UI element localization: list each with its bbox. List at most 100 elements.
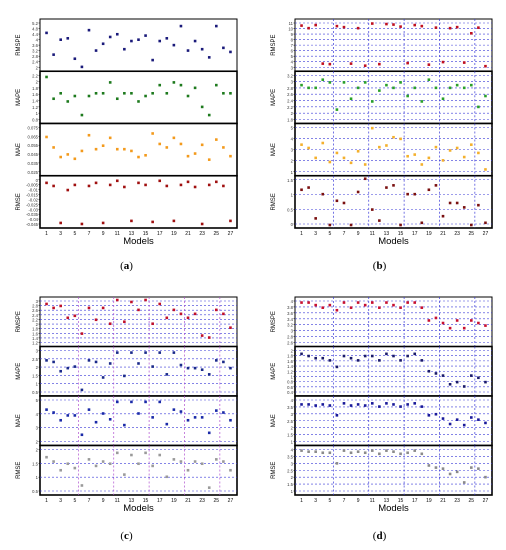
data-point: [477, 467, 480, 470]
caption-c: (c): [120, 530, 133, 542]
y-tick-label: 1: [36, 382, 39, 387]
data-point: [222, 460, 225, 463]
x-tick-label: 7: [88, 498, 91, 504]
data-point: [80, 222, 84, 226]
data-point: [314, 86, 317, 90]
data-point: [420, 405, 424, 408]
data-point: [186, 316, 190, 320]
y-tick-label: 4: [291, 448, 294, 453]
data-point: [172, 136, 176, 140]
data-point: [378, 62, 381, 66]
data-point: [101, 91, 105, 95]
y-tick-label: 0.045: [28, 152, 39, 157]
data-point: [80, 484, 84, 487]
data-point: [200, 416, 204, 419]
y-tick-label: 0.8: [32, 118, 38, 123]
data-point: [378, 359, 381, 362]
data-point: [200, 368, 204, 371]
data-point: [448, 472, 452, 476]
x-tick-label: 17: [157, 231, 163, 237]
data-point: [462, 423, 466, 427]
data-point: [158, 453, 162, 457]
data-point: [363, 64, 367, 67]
data-point: [66, 414, 70, 417]
data-point: [484, 421, 487, 425]
data-point: [151, 220, 154, 224]
y-tick-label: 4: [291, 60, 294, 65]
y-tick-label: 3.5: [287, 405, 293, 410]
y-tick-label: 2: [36, 448, 39, 453]
data-point: [434, 184, 438, 187]
x-tick-label: 19: [426, 498, 432, 504]
data-point: [45, 408, 48, 411]
data-point: [137, 462, 140, 466]
data-point: [52, 411, 55, 414]
data-point: [73, 157, 77, 161]
y-tick-label: 6: [291, 49, 294, 54]
y-axis-label: MAPE: [16, 363, 22, 380]
y-tick-label: 1.8: [287, 118, 293, 123]
x-tick-label: 25: [214, 498, 220, 504]
data-point: [385, 144, 388, 147]
data-point: [137, 308, 140, 312]
data-point: [151, 58, 154, 62]
data-point: [158, 400, 162, 404]
panel-frame: [39, 395, 238, 447]
data-point: [455, 380, 459, 384]
data-point: [392, 23, 395, 26]
data-point: [165, 475, 169, 479]
data-point: [80, 388, 84, 392]
data-point: [229, 50, 232, 54]
x-axis-label: Models: [378, 236, 409, 247]
data-point: [427, 188, 431, 192]
data-point: [470, 223, 473, 227]
y-tick-label: 1: [36, 111, 39, 116]
x-axis-label: Models: [123, 236, 154, 247]
data-point: [477, 105, 480, 109]
data-point: [115, 179, 119, 183]
data-point: [123, 374, 126, 378]
x-tick-label: 9: [102, 498, 105, 504]
data-point: [73, 414, 77, 417]
x-tick-label: 3: [314, 231, 317, 237]
data-point: [193, 460, 197, 463]
data-point: [399, 405, 402, 408]
data-point: [144, 34, 147, 37]
data-point: [427, 63, 431, 66]
data-point: [200, 462, 204, 466]
x-tick-label: 13: [129, 231, 135, 237]
data-point: [158, 142, 162, 146]
data-point: [484, 94, 487, 98]
data-point: [349, 161, 353, 165]
data-point: [186, 94, 190, 98]
data-point: [193, 86, 197, 90]
data-point: [115, 400, 119, 404]
y-tick-label: 0.5: [287, 207, 293, 212]
data-point: [314, 450, 317, 453]
data-point: [335, 462, 339, 465]
data-point: [130, 219, 133, 223]
data-point: [101, 460, 105, 463]
data-point: [229, 366, 232, 370]
data-point: [144, 298, 147, 302]
figure-c: 3 2.8 2.6 2.4 2.2 2 1.8 1.6 1.4 1.2 RMSPE 3 2.5 2 1.5 1…: [0, 287, 253, 550]
data-point: [101, 42, 105, 46]
data-point: [385, 83, 388, 87]
data-point: [448, 422, 452, 426]
data-point: [356, 359, 360, 362]
data-point: [321, 141, 325, 145]
data-point: [434, 86, 438, 90]
panel-c-mae: 5 4 3 2 MAE: [16, 395, 238, 447]
data-point: [94, 318, 98, 322]
data-point: [335, 199, 339, 203]
data-point: [321, 306, 325, 309]
data-point: [130, 400, 133, 404]
data-point: [484, 475, 487, 479]
data-point: [45, 359, 48, 362]
data-point: [94, 420, 98, 424]
panel-frame: [39, 174, 238, 229]
data-point: [399, 223, 402, 227]
y-tick-label: 10: [288, 27, 293, 32]
data-point: [123, 91, 126, 95]
data-point: [406, 94, 409, 98]
